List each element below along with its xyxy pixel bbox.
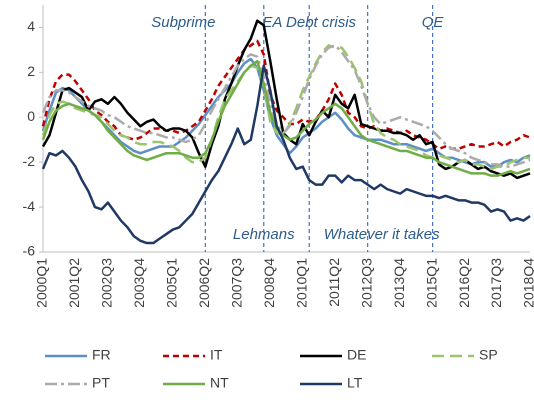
series-line xyxy=(41,44,531,168)
x-tick-label: 2013Q4 xyxy=(391,258,407,308)
y-tick-label: 0 xyxy=(27,108,35,124)
legend-label: IT xyxy=(210,347,223,363)
x-tick-label: 2007Q3 xyxy=(229,258,245,308)
legend-label: SP xyxy=(479,347,498,363)
x-tick-label: 2015Q1 xyxy=(423,258,439,308)
series-line xyxy=(41,39,531,150)
event-label: Subprime xyxy=(151,14,215,31)
x-tick-label: 2011Q2 xyxy=(326,258,342,307)
x-tick-label: 2018Q4 xyxy=(521,258,534,308)
event-label: Whatever it takes xyxy=(324,226,440,243)
x-tick-label: 2012Q3 xyxy=(358,258,374,308)
x-tick-label: 2006Q2 xyxy=(196,258,212,308)
legend-label: LT xyxy=(347,375,363,391)
x-tick-label: 2001Q2 xyxy=(66,258,82,308)
series-line xyxy=(41,64,531,245)
x-tick-label: 2016Q2 xyxy=(456,258,472,308)
y-tick-label: 2 xyxy=(27,63,35,79)
x-tick-label: 2000Q1 xyxy=(34,258,50,308)
legend-label: DE xyxy=(347,347,366,363)
x-tick-label: 2002Q3 xyxy=(99,258,115,308)
series-line xyxy=(41,19,531,180)
legend-label: PT xyxy=(92,375,110,391)
y-tick-label: -6 xyxy=(23,243,36,259)
y-tick-label: -4 xyxy=(23,198,36,214)
x-tick-label: 2005Q1 xyxy=(164,258,180,308)
event-label: Lehmans xyxy=(233,226,295,243)
x-tick-label: 2017Q3 xyxy=(488,258,504,308)
series-line xyxy=(41,59,531,177)
event-label: EA Debt crisis xyxy=(262,14,356,31)
x-tick-label: 2003Q4 xyxy=(131,258,147,308)
event-label: QE xyxy=(422,14,445,31)
y-tick-label: 4 xyxy=(27,18,35,34)
x-tick-label: 2008Q4 xyxy=(261,258,277,308)
x-tick-label: 2010Q1 xyxy=(293,258,309,308)
legend-label: FR xyxy=(92,347,111,363)
legend-label: NT xyxy=(210,375,229,391)
y-tick-label: -2 xyxy=(23,153,36,169)
